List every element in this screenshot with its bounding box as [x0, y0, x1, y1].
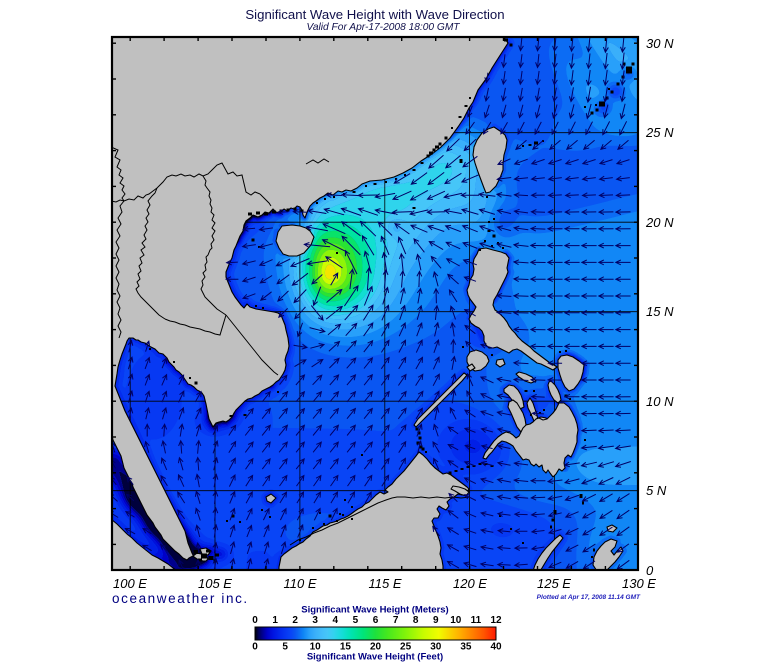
svg-text:30 N: 30 N: [646, 36, 674, 51]
svg-text:15: 15: [340, 642, 352, 653]
svg-text:3: 3: [312, 615, 318, 626]
svg-text:Significant Wave Height (Meter: Significant Wave Height (Meters): [301, 605, 448, 616]
svg-text:130 E: 130 E: [622, 576, 656, 591]
svg-text:4: 4: [333, 615, 339, 626]
svg-text:5 N: 5 N: [646, 483, 667, 498]
svg-text:12: 12: [490, 615, 502, 626]
svg-text:20: 20: [370, 642, 382, 653]
svg-text:0: 0: [252, 642, 258, 653]
svg-text:Significant Wave Height (Feet): Significant Wave Height (Feet): [307, 652, 443, 663]
svg-text:15 N: 15 N: [646, 304, 674, 319]
svg-text:Plotted at Apr 17, 2008 11.14: Plotted at Apr 17, 2008 11.14 GMT: [537, 594, 641, 601]
svg-text:25 N: 25 N: [645, 125, 674, 140]
svg-text:40: 40: [490, 642, 502, 653]
svg-text:35: 35: [460, 642, 472, 653]
svg-text:2: 2: [292, 615, 298, 626]
svg-text:110 E: 110 E: [283, 576, 316, 591]
svg-text:11: 11: [471, 615, 482, 626]
svg-text:Significant Wave Height with W: Significant Wave Height with Wave Direct…: [245, 7, 504, 22]
svg-text:1: 1: [272, 615, 278, 626]
svg-text:100 E: 100 E: [113, 576, 147, 591]
svg-text:0: 0: [646, 563, 654, 578]
svg-text:105 E: 105 E: [198, 576, 232, 591]
svg-text:9: 9: [433, 615, 439, 626]
svg-text:Valid For Apr-17-2008 18:00 GM: Valid For Apr-17-2008 18:00 GMT: [306, 22, 460, 33]
svg-text:25: 25: [400, 642, 412, 653]
svg-text:5: 5: [282, 642, 288, 653]
svg-text:10 N: 10 N: [646, 394, 674, 409]
svg-text:5: 5: [353, 615, 359, 626]
svg-text:125 E: 125 E: [537, 576, 571, 591]
svg-text:115 E: 115 E: [368, 576, 401, 591]
svg-text:oceanweather inc.: oceanweather inc.: [112, 591, 249, 606]
svg-text:120 E: 120 E: [453, 576, 487, 591]
svg-text:0: 0: [252, 615, 258, 626]
svg-text:6: 6: [373, 615, 379, 626]
svg-text:30: 30: [430, 642, 442, 653]
svg-text:10: 10: [310, 642, 322, 653]
svg-text:7: 7: [393, 615, 399, 626]
svg-text:8: 8: [413, 615, 419, 626]
svg-text:10: 10: [450, 615, 462, 626]
svg-text:20 N: 20 N: [645, 215, 674, 230]
